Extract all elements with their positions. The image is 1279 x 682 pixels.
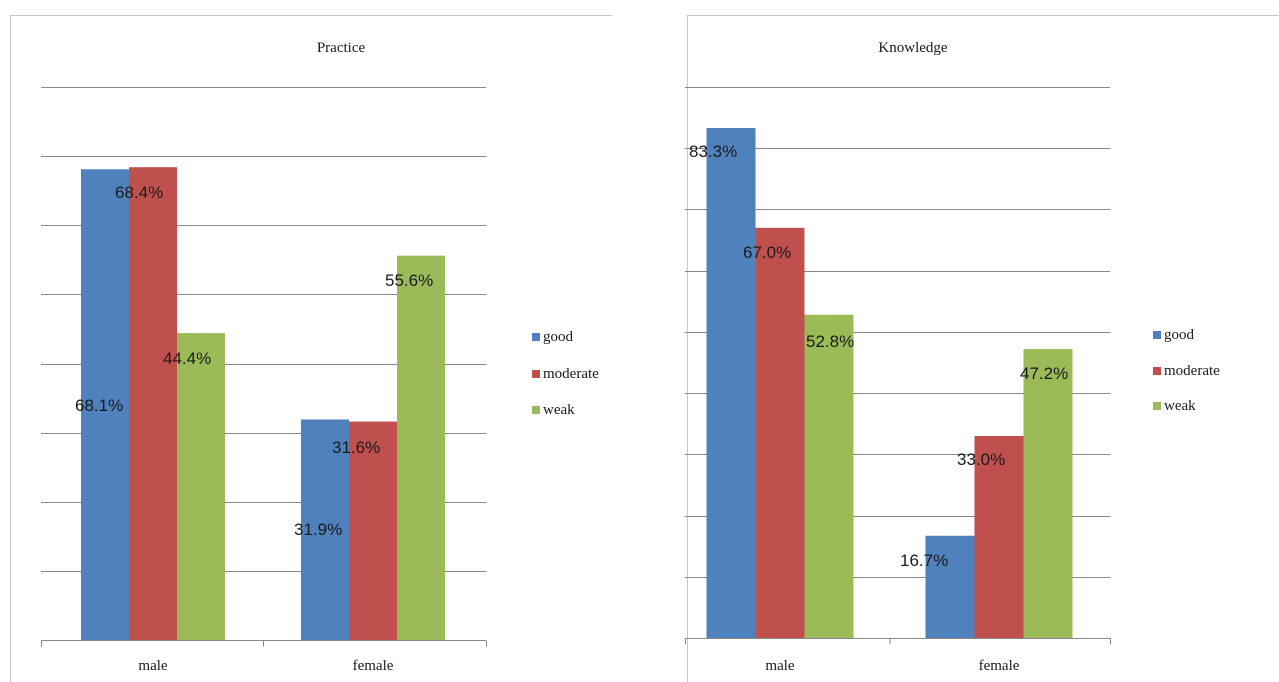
practice-legend-swatch-weak <box>532 406 540 414</box>
knowledge-bar-weak-male <box>804 314 854 638</box>
practice-bar-weak-male <box>177 333 225 640</box>
knowledge-category-label-female: female <box>979 658 1020 674</box>
knowledge-bar-moderate-female <box>974 435 1024 638</box>
knowledge-legend-swatch-weak <box>1153 402 1161 410</box>
knowledge-chart-title: Knowledge <box>878 40 947 56</box>
knowledge-bar-weak-female <box>1023 349 1073 638</box>
knowledge-chart-panel: Knowledge male female 83.3% 16.7% 67.0% 33.0% 5… <box>640 0 1279 682</box>
knowledge-legend-label-weak: weak <box>1164 398 1196 414</box>
practice-data-label-weak-male: 44.4% <box>163 349 211 368</box>
knowledge-legend-swatch-good <box>1153 331 1161 339</box>
practice-data-label-weak-female: 55.6% <box>385 271 433 290</box>
knowledge-bar-good-male <box>706 128 756 638</box>
practice-legend-swatch-moderate <box>532 370 540 378</box>
practice-bar-weak-female <box>397 255 445 641</box>
practice-legend-label-moderate: moderate <box>543 366 599 382</box>
practice-category-label-male: male <box>138 658 167 674</box>
practice-chart-title: Practice <box>317 40 366 56</box>
knowledge-frame-left <box>687 15 688 682</box>
knowledge-chart: Knowledge male female 83.3% 16.7% 67.0% 33.0% 5… <box>685 40 1220 674</box>
practice-data-label-moderate-male: 68.4% <box>115 183 163 202</box>
knowledge-data-label-moderate-female: 33.0% <box>957 450 1005 469</box>
practice-legend-swatch-good <box>532 333 540 341</box>
practice-frame-top <box>10 15 612 16</box>
knowledge-data-label-weak-male: 52.8% <box>806 332 854 351</box>
practice-chart: Practice male female 68.1% 31.9% 68.4% 31.6% 44… <box>41 40 599 674</box>
practice-bar-good-male <box>81 169 129 641</box>
knowledge-legend-label-moderate: moderate <box>1164 363 1220 379</box>
knowledge-data-label-good-male: 83.3% <box>689 142 737 161</box>
practice-legend-label-weak: weak <box>543 402 575 418</box>
knowledge-legend-label-good: good <box>1164 327 1195 343</box>
knowledge-data-label-good-female: 16.7% <box>900 551 948 570</box>
practice-bar-good-female <box>301 419 349 640</box>
practice-chart-panel: Practice male female 68.1% 31.9% 68.4% 31.6% 44… <box>10 15 612 682</box>
practice-category-label-female: female <box>353 658 394 674</box>
knowledge-data-label-weak-female: 47.2% <box>1020 364 1068 383</box>
knowledge-bar-good-female <box>925 535 975 638</box>
knowledge-category-label-male: male <box>765 658 794 674</box>
practice-bar-moderate-female <box>349 421 397 640</box>
knowledge-legend-swatch-moderate <box>1153 367 1161 375</box>
practice-data-label-good-male: 68.1% <box>75 396 123 415</box>
practice-data-label-good-female: 31.9% <box>294 520 342 539</box>
knowledge-frame-top <box>687 15 1279 16</box>
practice-data-label-moderate-female: 31.6% <box>332 438 380 457</box>
practice-bar-moderate-male <box>129 167 177 640</box>
practice-frame-left <box>10 15 11 682</box>
knowledge-bar-moderate-male <box>755 227 805 639</box>
knowledge-data-label-moderate-male: 67.0% <box>743 243 791 262</box>
practice-legend-label-good: good <box>543 329 574 345</box>
